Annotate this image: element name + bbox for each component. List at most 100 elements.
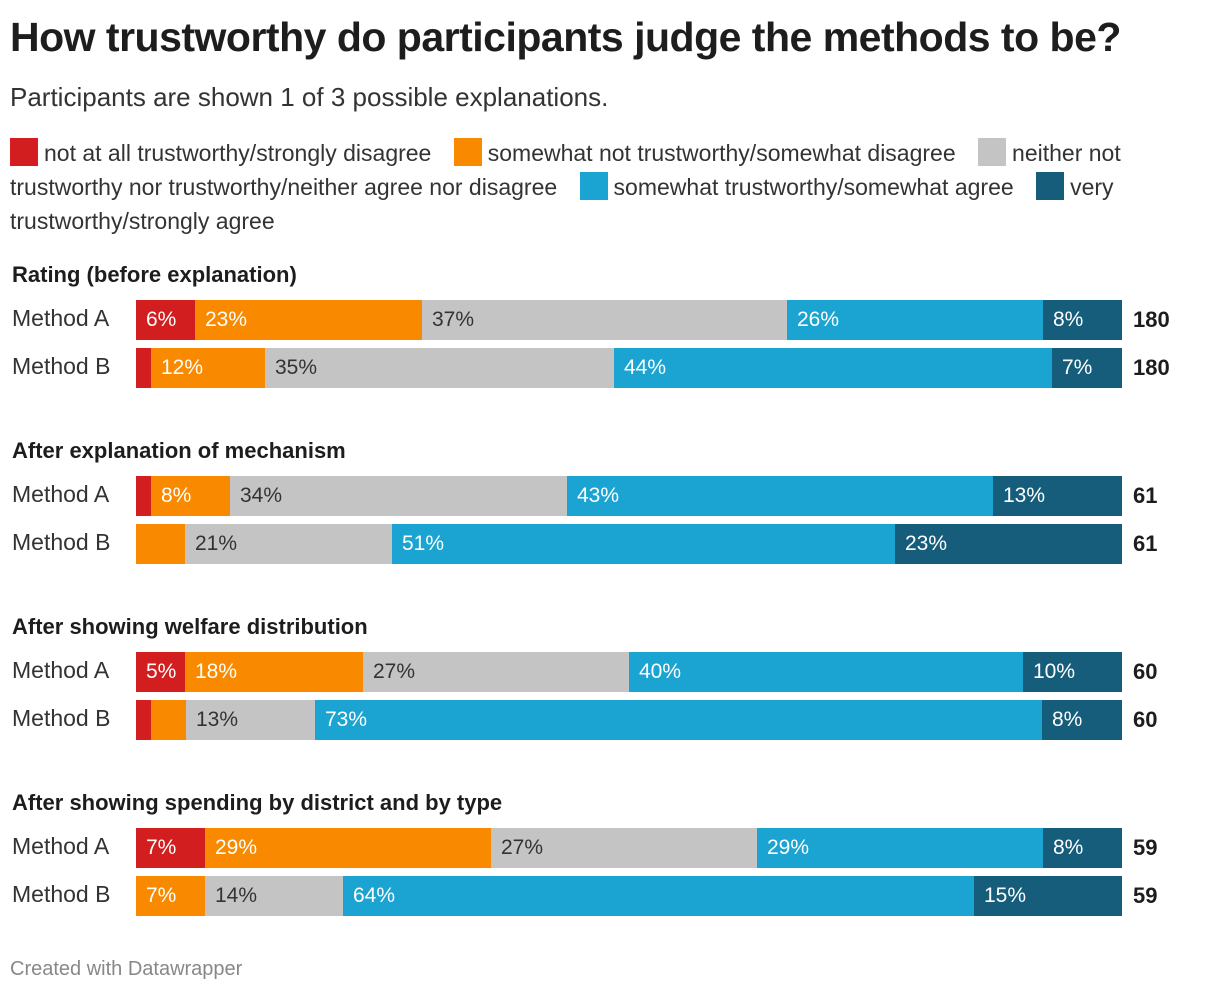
- bar-segment: [136, 476, 151, 516]
- stacked-bar: 13% 73% 8%: [136, 700, 1122, 740]
- bar-segment: 43%: [567, 476, 993, 516]
- legend-swatch: [453, 138, 482, 166]
- legend-item-somewhat-agree: somewhat trustworthy/somewhat agree: [579, 172, 1014, 200]
- bar-segment: 34%: [230, 476, 567, 516]
- legend-label: neither not trustworthy nor trustworthy/…: [10, 140, 1121, 200]
- bar-segment: 12%: [151, 348, 265, 388]
- bar-segment: 29%: [205, 828, 491, 868]
- row-label: Method A: [12, 481, 110, 507]
- legend-label: somewhat not trustworthy/somewhat disagr…: [487, 140, 956, 166]
- segment-value-label: 7%: [146, 836, 177, 859]
- segment-value-label: 8%: [1053, 308, 1084, 331]
- bar-segment: 23%: [895, 524, 1122, 564]
- row-label: Method A: [12, 305, 110, 331]
- legend-item-somewhat-disagree: somewhat not trustworthy/somewhat disagr…: [453, 138, 956, 166]
- segment-value-label: 8%: [1052, 708, 1083, 731]
- segment-value-label: 29%: [767, 836, 810, 859]
- segment-value-label: 34%: [240, 484, 283, 507]
- row-label: Method A: [12, 833, 110, 859]
- row-total: 180: [1133, 355, 1170, 380]
- stacked-bar: 6% 23% 37% 26% 8%: [136, 300, 1122, 340]
- bar-segment: 7%: [136, 828, 205, 868]
- group-title: After showing spending by district and b…: [12, 790, 503, 815]
- bar-segment: 6%: [136, 300, 195, 340]
- legend-swatch: [978, 138, 1007, 166]
- row-total: 59: [1133, 835, 1158, 860]
- stacked-bar: 5% 18% 27% 40% 10%: [136, 652, 1122, 692]
- row-label: Method B: [12, 529, 111, 555]
- bar-segment: 15%: [974, 876, 1122, 916]
- bar-segment: 35%: [265, 348, 614, 388]
- legend-label: very trustworthy/strongly agree: [10, 174, 1114, 234]
- segment-value-label: 13%: [196, 708, 239, 731]
- segment-value-label: 5%: [146, 660, 177, 683]
- group-title: After showing welfare distribution: [12, 614, 368, 639]
- legend-item-strongly-agree: very trustworthy/strongly agree: [10, 172, 1114, 234]
- segment-value-label: 35%: [275, 356, 318, 379]
- segment-value-label: 7%: [146, 884, 177, 907]
- bar-segment: 10%: [1023, 652, 1122, 692]
- chart-title: How trustworthy do participants judge th…: [10, 14, 1121, 60]
- segment-value-label: 27%: [373, 660, 416, 683]
- bar-segment: 18%: [185, 652, 363, 692]
- segment-value-label: 14%: [215, 884, 258, 907]
- row-label: Method B: [12, 353, 111, 379]
- legend-swatch: [10, 138, 38, 166]
- row-total: 60: [1133, 659, 1158, 684]
- segment-value-label: 40%: [639, 660, 682, 683]
- legend: not at all trustworthy/strongly disagree…: [10, 136, 1200, 238]
- row-total: 61: [1133, 483, 1158, 508]
- row-total: 59: [1133, 883, 1158, 908]
- segment-value-label: 23%: [905, 532, 948, 555]
- bar-segment: 73%: [315, 700, 1042, 740]
- stacked-bar: 7% 29% 27% 29% 8%: [136, 828, 1122, 868]
- legend-item-strongly-disagree: not at all trustworthy/strongly disagree: [10, 138, 432, 166]
- chart-subtitle: Participants are shown 1 of 3 possible e…: [10, 82, 609, 112]
- bar-segment: [136, 524, 185, 564]
- bar-segment: 7%: [136, 876, 205, 916]
- row-total: 61: [1133, 531, 1158, 556]
- bar-segment: 44%: [614, 348, 1052, 388]
- segment-value-label: 23%: [205, 308, 248, 331]
- bar-segment: 21%: [185, 524, 392, 564]
- bar-segment: 5%: [136, 652, 185, 692]
- group-title: After explanation of mechanism: [12, 438, 346, 463]
- bar-segment: [136, 348, 151, 388]
- bar-segment: 8%: [151, 476, 230, 516]
- row-label: Method B: [12, 881, 111, 907]
- segment-value-label: 10%: [1033, 660, 1076, 683]
- segment-value-label: 44%: [624, 356, 667, 379]
- row-total: 180: [1133, 307, 1170, 332]
- footer-credit: Created with Datawrapper: [10, 958, 243, 980]
- bar-segment: [136, 700, 151, 740]
- segment-value-label: 7%: [1062, 356, 1093, 379]
- bar-segment: 37%: [422, 300, 787, 340]
- legend-item-neutral: neither not trustworthy nor trustworthy/…: [10, 138, 1121, 200]
- bar-segment: 23%: [195, 300, 422, 340]
- legend-swatch: [579, 172, 608, 200]
- bar-segment: 13%: [993, 476, 1122, 516]
- bar-segment: 27%: [363, 652, 629, 692]
- segment-value-label: 15%: [984, 884, 1027, 907]
- segment-value-label: 51%: [402, 532, 445, 555]
- bar-segment: 8%: [1043, 828, 1122, 868]
- group-title: Rating (before explanation): [12, 262, 297, 287]
- segment-value-label: 13%: [1003, 484, 1046, 507]
- legend-label: not at all trustworthy/strongly disagree: [44, 140, 432, 166]
- segment-value-label: 37%: [432, 308, 475, 331]
- bar-segment: 14%: [205, 876, 343, 916]
- segment-value-label: 8%: [161, 484, 192, 507]
- segment-value-label: 64%: [353, 884, 396, 907]
- bar-segment: 26%: [787, 300, 1043, 340]
- segment-value-label: 43%: [577, 484, 620, 507]
- segment-value-label: 21%: [195, 532, 238, 555]
- segment-value-label: 26%: [797, 308, 840, 331]
- bar-segment: [151, 700, 186, 740]
- stacked-bar: 21% 51% 23%: [136, 524, 1122, 564]
- segment-value-label: 18%: [195, 660, 238, 683]
- segment-value-label: 12%: [161, 356, 204, 379]
- bar-segment: 8%: [1043, 300, 1122, 340]
- stacked-bar: 12% 35% 44% 7%: [136, 348, 1122, 388]
- segment-value-label: 29%: [215, 836, 258, 859]
- row-label: Method B: [12, 705, 111, 731]
